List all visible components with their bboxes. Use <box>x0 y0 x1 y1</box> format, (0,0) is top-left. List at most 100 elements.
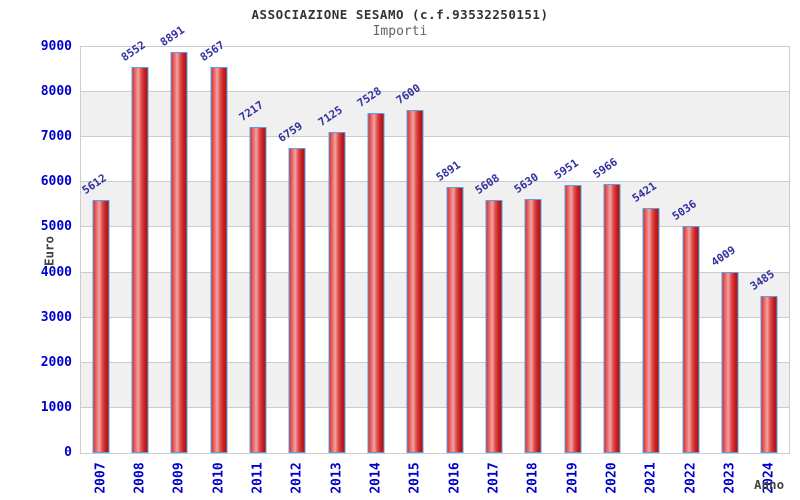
bar-2021 <box>642 208 660 453</box>
shaded-band <box>81 92 789 138</box>
bar-2009 <box>170 52 188 453</box>
bar-slot-2023: 4009 <box>708 47 749 453</box>
x-tick-label-2016: 2016 <box>447 462 463 494</box>
gridline <box>81 91 789 93</box>
gridline <box>81 361 789 363</box>
bar-2015 <box>406 110 424 453</box>
bar-value-label: 5891 <box>433 158 463 184</box>
y-axis-title: Euro <box>41 235 57 267</box>
bar-slot-2019: 5951 <box>551 47 592 453</box>
gridline <box>81 316 789 318</box>
y-tick-label: 6000 <box>40 174 72 190</box>
gridline <box>81 181 789 183</box>
bar-2024 <box>760 296 778 453</box>
bar-2007 <box>92 200 110 453</box>
bar-value-label: 7528 <box>354 84 384 110</box>
shaded-band <box>81 362 789 408</box>
bar-slot-2020: 5966 <box>590 47 631 453</box>
bar-slot-2018: 5630 <box>512 47 553 453</box>
bar-2023 <box>721 272 739 453</box>
bar-2013 <box>328 132 346 453</box>
y-tick-label: 1000 <box>40 399 72 415</box>
bar-value-label: 5951 <box>551 156 581 182</box>
bar-2012 <box>288 148 306 453</box>
gridline <box>81 226 789 228</box>
bar-slot-2009: 8891 <box>158 23 199 453</box>
bar-slot-2016: 5891 <box>433 47 474 453</box>
x-tick-label-2012: 2012 <box>289 462 305 494</box>
bar-value-label: 8552 <box>118 38 148 64</box>
gridline <box>81 271 789 273</box>
bar-2017 <box>485 200 503 453</box>
gridline <box>81 136 789 138</box>
bar-value-label: 6759 <box>276 119 306 145</box>
bar-value-label: 7125 <box>315 103 345 129</box>
bar-slot-2012: 6759 <box>276 47 317 453</box>
x-tick-label-2007: 2007 <box>93 462 109 494</box>
bar-slot-2021: 5421 <box>630 47 671 453</box>
x-tick-label-2014: 2014 <box>368 462 384 494</box>
bar-slot-2024: 3485 <box>748 47 789 453</box>
bar-2016 <box>446 187 464 453</box>
y-tick-label: 3000 <box>40 309 72 325</box>
bar-slot-2010: 8567 <box>197 38 238 453</box>
bar-2010 <box>210 67 228 453</box>
bar-2011 <box>249 127 267 453</box>
shaded-band <box>81 182 789 228</box>
x-tick-label-2011: 2011 <box>250 462 266 494</box>
x-tick-label-2023: 2023 <box>722 462 738 494</box>
bar-2019 <box>564 185 582 453</box>
chart-title: ASSOCIAZIONE SESAMO (c.f.93532250151) <box>251 7 549 22</box>
x-tick-label-2009: 2009 <box>171 462 187 494</box>
bar-slot-2013: 7125 <box>315 47 356 453</box>
bar-slot-2007: 5612 <box>79 47 120 453</box>
bar-value-label: 5036 <box>669 197 699 223</box>
x-tick-label-2013: 2013 <box>329 462 345 494</box>
y-tick-label: 7000 <box>40 129 72 145</box>
x-tick-label-2022: 2022 <box>683 462 699 494</box>
x-axis-title: Anno <box>754 477 785 492</box>
bar-value-label: 5966 <box>590 155 620 181</box>
x-tick-label-2010: 2010 <box>211 462 227 494</box>
x-tick-label-2019: 2019 <box>565 462 581 494</box>
bar-slot-2014: 7528 <box>354 47 395 453</box>
bar-value-label: 3485 <box>748 267 778 293</box>
bar-slot-2017: 5608 <box>472 47 513 453</box>
bar-value-label: 4009 <box>708 243 738 269</box>
bar-value-label: 5608 <box>472 171 502 197</box>
y-tick-label: 4000 <box>40 264 72 280</box>
gridline <box>81 406 789 408</box>
bar-value-label: 7600 <box>394 81 424 107</box>
shaded-band <box>81 272 789 318</box>
x-tick-label-2020: 2020 <box>604 462 620 494</box>
y-tick-label: 9000 <box>40 39 72 54</box>
chart-subtitle: Importi <box>372 24 428 39</box>
bar-2020 <box>603 184 621 453</box>
x-tick-label-2008: 2008 <box>132 462 148 494</box>
bar-slot-2022: 5036 <box>669 47 710 453</box>
y-axis-tick-labels: 0 1000 2000 3000 4000 5000 6000 7000 8000 9000 <box>0 39 72 460</box>
x-tick-label-2018: 2018 <box>525 462 541 494</box>
y-tick-label: 8000 <box>40 84 72 100</box>
bar-slot-2015: 7600 <box>394 47 435 453</box>
bar-2014 <box>367 113 385 453</box>
y-tick-label: 0 <box>64 445 72 460</box>
bar-value-label: 5421 <box>630 179 660 205</box>
bar-value-label: 8567 <box>197 38 227 64</box>
bar-2008 <box>131 67 149 453</box>
x-tick-label-2021: 2021 <box>643 462 659 494</box>
bar-slot-2008: 8552 <box>119 38 159 453</box>
y-tick-label: 5000 <box>40 219 72 235</box>
x-tick-label-2015: 2015 <box>407 462 423 494</box>
bar-2018 <box>524 199 542 453</box>
y-tick-label: 2000 <box>40 354 72 370</box>
bar-value-label: 5630 <box>512 170 542 196</box>
bar-value-label: 7217 <box>236 98 266 124</box>
bar-value-label: 5612 <box>79 171 109 197</box>
bar-slot-2011: 7217 <box>236 47 277 453</box>
x-axis-tick-labels: 2007 2008 2009 2010 2011 2012 2013 2014 2015 2016… <box>80 455 790 500</box>
bar-2022 <box>682 226 700 453</box>
plot-area: 5612 8552 8891 8567 7217 6759 7125 7528 7600 5891… <box>79 23 790 454</box>
x-tick-label-2017: 2017 <box>486 462 502 494</box>
